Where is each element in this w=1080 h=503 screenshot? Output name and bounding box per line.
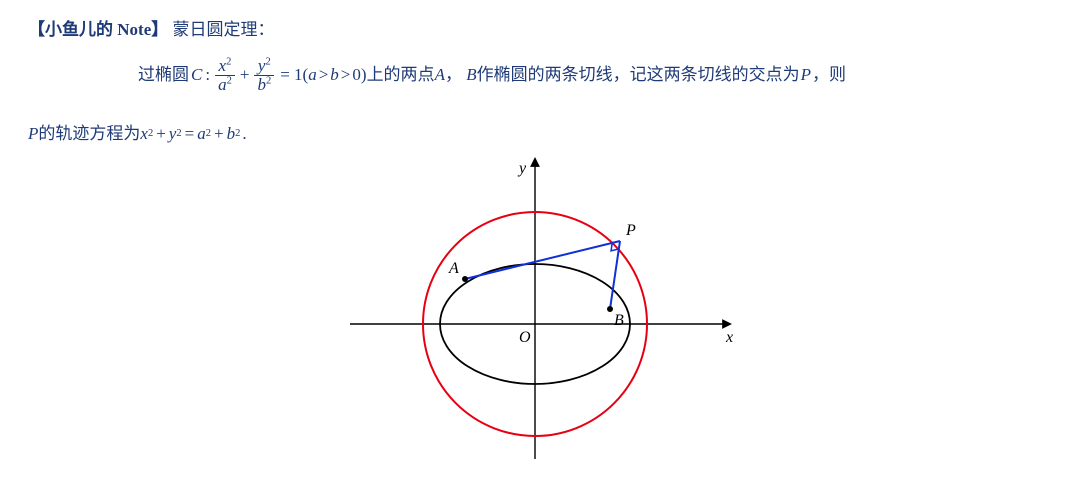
comma1: ， — [445, 59, 462, 91]
y2: y — [169, 118, 177, 150]
monge-circle-diagram: A B P Ox y — [325, 154, 755, 474]
svg-text:B: B — [614, 312, 624, 329]
title-line: 【小鱼儿的 Note】 蒙日圆定理： — [28, 16, 1052, 43]
num-x: x — [219, 56, 227, 75]
exp: 2 — [227, 75, 232, 86]
var-C: C — [191, 59, 202, 91]
colon: : — [205, 59, 210, 91]
title-bracket-right: 】 — [151, 20, 168, 39]
plus2: + — [156, 118, 166, 150]
theorem-line-1: 过椭圆 C : x2 a2 + y2 b2 = 1(a > b > 0) 上的两… — [138, 57, 1052, 94]
diagram-wrap: A B P Ox y — [28, 154, 1052, 474]
zero: 0 — [352, 59, 361, 91]
gt1: > — [319, 59, 329, 91]
exp: 2 — [226, 57, 231, 68]
theorem-line-2: P 的轨迹方程为 x2 + y2 = a2 + b2 . — [28, 118, 1052, 150]
eq1: = 1( — [280, 59, 308, 91]
theorem-name: 蒙日圆定理： — [172, 20, 274, 39]
page: 【小鱼儿的 Note】 蒙日圆定理： 过椭圆 C : x2 a2 + y2 b2… — [0, 0, 1080, 503]
tangent-lines — [465, 241, 620, 309]
after-B: 作椭圆的两条切线，记这两条切线的交点为 — [477, 59, 800, 91]
title-bracket-left: 【小鱼儿的 — [28, 20, 117, 39]
svg-text:O: O — [519, 329, 531, 346]
gt2: > — [341, 59, 351, 91]
den-b: b — [257, 75, 266, 94]
axes — [350, 159, 730, 459]
pretext: 过椭圆 — [138, 59, 189, 91]
x2: x — [140, 118, 148, 150]
plus3: + — [214, 118, 224, 150]
a3: a — [197, 118, 206, 150]
svg-text:A: A — [448, 260, 459, 277]
svg-text:x: x — [725, 329, 733, 346]
after-eq: 上的两点 — [367, 59, 435, 91]
P2: P — [28, 118, 38, 150]
plus: + — [240, 59, 250, 91]
point-A: A — [435, 59, 445, 91]
period: . — [242, 118, 246, 150]
den-a: a — [218, 75, 227, 94]
points — [462, 276, 613, 312]
svg-text:P: P — [625, 222, 636, 239]
frac-x2-a2: x2 a2 — [215, 57, 235, 94]
point-P: P — [801, 59, 811, 91]
frac-y2-b2: y2 b2 — [254, 57, 274, 94]
exp: 2 — [265, 57, 270, 68]
a2: a — [308, 59, 317, 91]
labels: A B P Ox y — [448, 160, 733, 346]
title-note: Note — [117, 20, 151, 39]
b3: b — [227, 118, 236, 150]
pretext3: 的轨迹方程为 — [38, 118, 140, 150]
tail: ，则 — [812, 59, 846, 91]
svg-text:y: y — [517, 160, 527, 177]
b2: b — [330, 59, 339, 91]
exp: 2 — [266, 75, 271, 86]
point-B: B — [466, 59, 476, 91]
eq2: = — [185, 118, 195, 150]
